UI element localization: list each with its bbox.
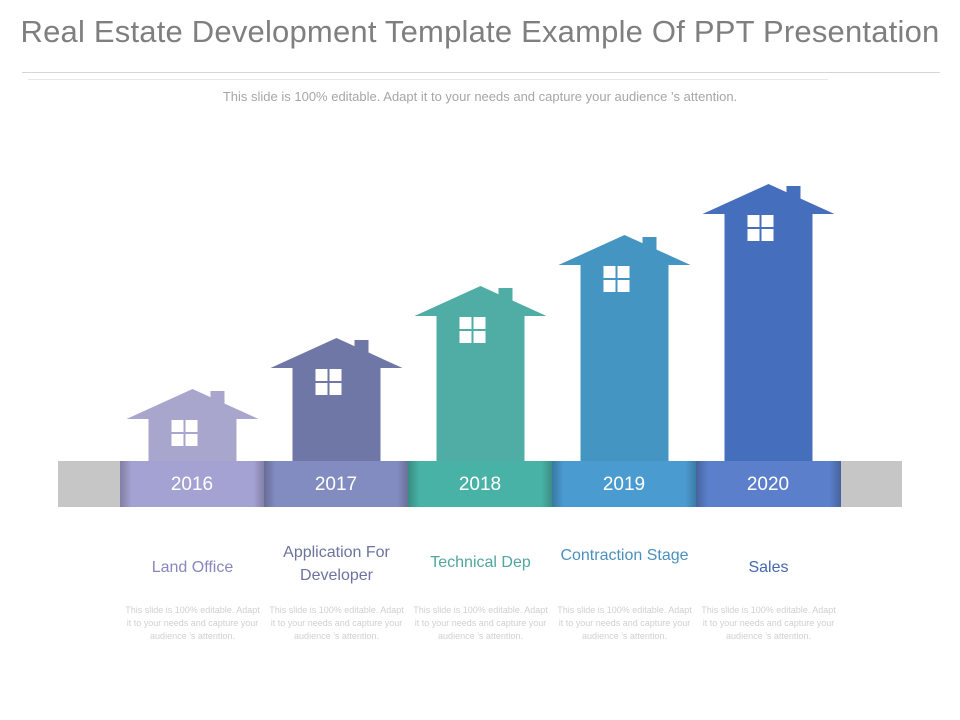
step-label: Sales [748,559,789,576]
slide-title: Real Estate Development Template Example… [20,14,940,49]
timeline-bar-right-cap [840,461,902,507]
house-body-2019 [580,264,669,461]
timeline-bar-left-cap [58,461,122,507]
step-label: Technical Dep [430,554,531,571]
step-label: Application For Developer [283,544,390,584]
house-roof-2018 [414,286,547,316]
step-label: Land Office [151,559,234,576]
step-description: This slide is 100% editable. Adapt it to… [269,605,404,641]
house-window-2020 [747,215,774,241]
house-roof-2019 [558,235,691,265]
step-description: This slide is 100% editable. Adapt it to… [701,605,836,641]
house-chimney-2019 [642,237,657,251]
house-roof-2016 [126,389,259,419]
year-label: 2020 [746,474,790,495]
house-body-2020 [724,213,813,461]
step-description: This slide is 100% editable. Adapt it to… [125,605,260,641]
house-body-2017 [292,367,381,461]
title-divider [22,72,940,73]
house-window-2016 [171,420,198,446]
step-label: Contraction Stage [560,547,689,564]
year-band-shade-2017 [264,461,409,507]
slide-subtitle: This slide is 100% editable. Adapt it to… [222,89,738,104]
house-roof-2020 [702,184,835,214]
house-chimney-2016 [210,391,225,405]
house-window-2017 [315,369,342,395]
year-label: 2019 [602,474,646,495]
year-label: 2018 [458,474,502,495]
title-divider-secondary [28,79,828,80]
year-label: 2016 [170,474,214,495]
house-chimney-2018 [498,288,513,302]
year-band-shade-2019 [552,461,697,507]
house-window-2018 [459,317,486,343]
step-description: This slide is 100% editable. Adapt it to… [557,605,692,641]
house-roof-2017 [270,338,403,368]
house-chimney-2020 [786,186,801,200]
house-chimney-2017 [354,340,369,354]
year-band-shade-2020 [696,461,841,507]
step-description: This slide is 100% editable. Adapt it to… [413,605,548,641]
house-window-2019 [603,266,630,292]
year-band-shade-2016 [120,461,265,507]
year-band-shade-2018 [408,461,553,507]
year-label: 2017 [314,474,358,495]
